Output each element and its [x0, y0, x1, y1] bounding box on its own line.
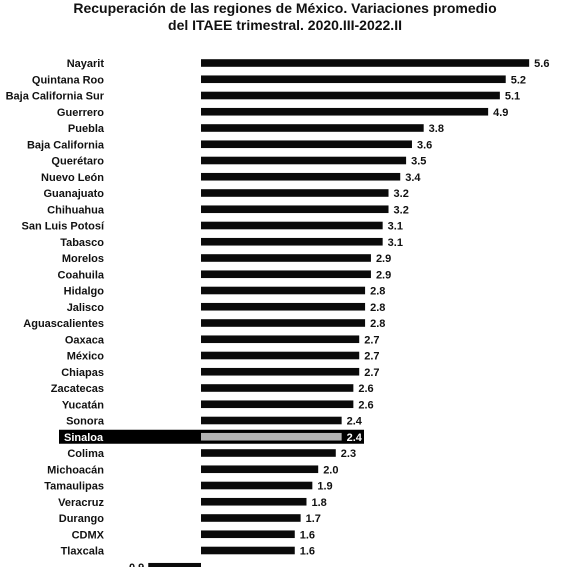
- value-label: 5.1: [505, 91, 520, 103]
- value-label: 5.2: [511, 74, 526, 86]
- value-label: 2.4: [347, 432, 363, 444]
- value-label: 2.6: [358, 399, 373, 411]
- category-label: Nayarit: [67, 58, 105, 70]
- value-label: 3.1: [388, 237, 403, 249]
- category-label: Nuevo León: [41, 172, 104, 184]
- value-label: 1.9: [317, 481, 332, 493]
- bar: [201, 91, 500, 100]
- bar: [201, 270, 371, 279]
- value-label: 2.8: [370, 302, 385, 314]
- category-label: Yucatán: [62, 399, 104, 411]
- category-label: Hidalgo: [64, 286, 105, 298]
- value-label: 2.8: [370, 318, 385, 330]
- value-label: 2.4: [347, 416, 363, 428]
- bar: [201, 302, 366, 311]
- category-label: Sonora: [66, 416, 105, 428]
- value-label: 3.1: [388, 221, 403, 233]
- category-label: Sinaloa: [64, 432, 104, 444]
- value-label: 4.9: [493, 107, 508, 119]
- bar: [201, 319, 366, 327]
- value-label: 1.8: [311, 497, 326, 509]
- bar: [201, 205, 389, 214]
- category-label: Tamaulipas: [44, 481, 104, 493]
- bar: [201, 335, 360, 344]
- bar: [201, 124, 424, 132]
- bar: [201, 432, 342, 441]
- bar: [201, 481, 313, 490]
- value-label: 2.3: [341, 448, 356, 460]
- bar: [201, 172, 401, 181]
- category-label: Tlaxcala: [61, 546, 105, 558]
- chart-title: Recuperación de las regiones de México. …: [0, 0, 570, 34]
- bar: [201, 140, 412, 149]
- value-label: 3.2: [394, 188, 409, 200]
- category-label: San Luis Potosí: [21, 221, 104, 233]
- value-label: 3.5: [411, 156, 426, 168]
- category-label: Coahuila: [58, 269, 105, 281]
- bar: [148, 562, 201, 567]
- value-label: 5.6: [534, 58, 549, 70]
- value-label: 1.6: [300, 546, 315, 558]
- category-label: Baja California Sur: [6, 91, 105, 103]
- chart-title-line-2: del ITAEE trimestral. 2020.III-2022.II: [168, 17, 402, 33]
- category-label: Zacatecas: [51, 383, 104, 395]
- category-label: Puebla: [68, 123, 105, 135]
- bar: [201, 449, 336, 457]
- category-label: Colima: [67, 448, 105, 460]
- category-label: Michoacán: [47, 464, 104, 476]
- chart-title-line-1: Recuperación de las regiones de México. …: [73, 0, 497, 16]
- bar: [201, 107, 489, 116]
- bar: [201, 156, 407, 165]
- bar: [201, 367, 360, 376]
- bar: [201, 497, 307, 506]
- category-label: Baja California: [27, 139, 105, 151]
- category-label: Quintana Roo: [32, 74, 104, 86]
- category-label: México: [67, 351, 105, 363]
- bar: [201, 286, 366, 295]
- value-label: 2.9: [376, 253, 391, 265]
- category-label: CDMX: [72, 529, 105, 541]
- category-label: Guerrero: [57, 107, 104, 119]
- bar: [201, 221, 383, 230]
- bar: [201, 400, 354, 409]
- category-label: Jalisco: [67, 302, 105, 314]
- bar: [201, 416, 342, 425]
- category-label: Durango: [59, 513, 105, 525]
- category-label: Guanajuato: [43, 188, 104, 200]
- value-label: 2.7: [364, 351, 379, 363]
- value-label: 3.4: [405, 172, 421, 184]
- bar: [201, 465, 319, 474]
- category-label: Veracruz: [58, 497, 104, 509]
- bar: [201, 514, 301, 522]
- category-label: Querétaro: [51, 156, 104, 168]
- value-label: 3.2: [394, 204, 409, 216]
- category-label: Chiapas: [61, 367, 104, 379]
- value-label: 1.7: [306, 513, 321, 525]
- value-label: 2.7: [364, 367, 379, 379]
- bar: [201, 254, 371, 262]
- bar: [201, 237, 383, 246]
- category-label: Tabasco: [60, 237, 104, 249]
- bar: [201, 189, 389, 197]
- value-label: 2.7: [364, 334, 379, 346]
- value-label: 2.9: [376, 269, 391, 281]
- bar: [201, 351, 360, 360]
- bar: [201, 59, 530, 67]
- bar: [201, 530, 295, 539]
- bar: [201, 384, 354, 392]
- value-label: 2.0: [323, 464, 338, 476]
- bar: [201, 75, 506, 84]
- value-label: 2.6: [358, 383, 373, 395]
- value-label: 2.8: [370, 286, 385, 298]
- value-label: -0.9: [125, 562, 144, 567]
- value-label: 1.6: [300, 529, 315, 541]
- value-label: 3.6: [417, 139, 432, 151]
- bar: [201, 546, 295, 555]
- category-label: Oaxaca: [65, 334, 105, 346]
- category-label: Aguascalientes: [23, 318, 104, 330]
- category-label: Chihuahua: [47, 204, 105, 216]
- value-label: 3.8: [429, 123, 444, 135]
- category-label: Morelos: [62, 253, 104, 265]
